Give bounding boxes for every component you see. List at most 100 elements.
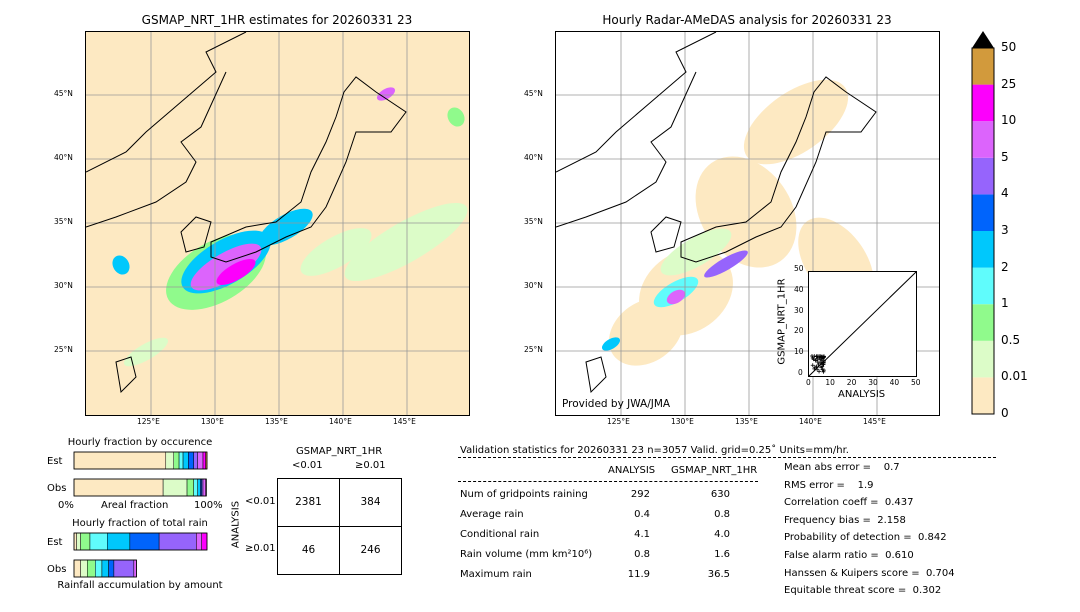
lon-tick-label: 130°E — [201, 417, 224, 426]
lon-tick-label: 145°E — [863, 417, 886, 426]
score-line: Probability of detection = 0.842 — [784, 532, 947, 544]
cell-miss: 46 — [277, 526, 340, 575]
rain-est-segment — [158, 532, 197, 551]
lat-tick-label: 45°N — [54, 89, 73, 98]
stat-analysis-value: 4.1 — [634, 529, 650, 540]
occ-est-segment — [182, 451, 189, 470]
occurrence-title: Hourly fraction by occurence — [67, 437, 213, 448]
lon-tick-label: 140°E — [329, 417, 352, 426]
scatter-point — [817, 369, 822, 374]
stat-analysis-value: 0.4 — [634, 509, 650, 520]
lat-tick-label: 45°N — [524, 89, 543, 98]
left-map-canvas — [86, 32, 469, 415]
colorbar-segment — [972, 304, 994, 341]
stat-label: Rain volume (mm km²10⁶) — [460, 549, 593, 560]
colorbar-segment — [972, 267, 994, 305]
scatter-point — [818, 361, 823, 366]
rain-area — [608, 298, 684, 366]
inset-ytick: 0 — [798, 368, 803, 377]
rain-est-segment — [80, 532, 91, 551]
rain-xlabel: Rainfall accumulation by amount — [57, 580, 223, 591]
occ-xmax: 100% — [194, 500, 223, 511]
stat-analysis-value: 0.8 — [634, 549, 650, 560]
rain-area — [112, 255, 130, 275]
inset-ytick: 40 — [794, 284, 804, 294]
rain-obs-segment — [101, 559, 109, 578]
occ-obs-label: Obs — [47, 483, 67, 494]
lon-tick-label: 125°E — [607, 417, 630, 426]
rain-obs-segment — [80, 559, 88, 578]
divider — [458, 481, 758, 482]
colorbar-segment — [972, 157, 994, 195]
rain-obs-segment — [87, 559, 96, 578]
lat-tick-label: 40°N — [54, 153, 73, 162]
occ-xmin: 0% — [58, 500, 74, 511]
stat-gsmap-value: 630 — [710, 489, 730, 500]
rain-area — [376, 87, 396, 101]
score-line: Hanssen & Kuipers score = 0.704 — [784, 567, 955, 579]
stat-gsmap-value: 0.8 — [714, 509, 730, 520]
lat-tick-label: 35°N — [524, 217, 543, 226]
inset-xtick: 10 — [825, 378, 835, 387]
inset-ytick: 10 — [794, 347, 804, 357]
stat-gsmap-value: 36.5 — [707, 569, 730, 580]
colorbar-segment — [972, 231, 994, 268]
cell-correct-negative: 2381 — [277, 478, 340, 527]
stat-analysis-value: 11.9 — [627, 569, 650, 580]
stat-analysis-value: 292 — [630, 489, 650, 500]
occ-obs-segment — [162, 478, 188, 497]
occ-est-segment — [193, 451, 198, 470]
rain-obs-segment — [108, 559, 115, 578]
colorbar-extend-arrow — [972, 31, 994, 48]
stat-label: Num of gridpoints raining — [460, 489, 588, 500]
scatter-point — [821, 362, 826, 367]
rain-area — [666, 289, 686, 305]
cell-hit: 246 — [339, 526, 402, 575]
rain-area — [259, 208, 313, 246]
inset-ytick: 20 — [794, 326, 804, 336]
score-line: False alarm ratio = 0.610 — [784, 550, 914, 561]
row-label-lt: <0.01 — [245, 496, 276, 507]
colorbar-tick-label: 5 — [1001, 149, 1009, 164]
lat-tick-label: 30°N — [54, 281, 73, 290]
rain-est-segment — [76, 532, 81, 551]
colorbar-segment — [972, 121, 994, 158]
rain-obs-segment-frame — [73, 559, 137, 578]
lon-tick-label: 145°E — [393, 417, 416, 426]
occ-obs-segment — [193, 478, 198, 497]
stat-gsmap-value: 4.0 — [714, 529, 730, 540]
right-map-title: Hourly Radar-AMeDAS analysis for 2026033… — [602, 13, 892, 27]
scatter-point — [815, 360, 820, 365]
scatter-point — [810, 363, 815, 368]
colorbar-segment — [972, 48, 994, 85]
total-rain-bars — [73, 532, 208, 578]
col-label-ge: ≥0.01 — [355, 460, 386, 471]
inset-ytick: 50 — [794, 264, 804, 273]
occ-obs-segment — [202, 478, 206, 497]
colorbar-tick-label: 25 — [1001, 76, 1017, 91]
lon-tick-label: 135°E — [265, 417, 288, 426]
lon-tick-label: 125°E — [137, 417, 160, 426]
colorbar-segment — [972, 340, 994, 378]
scatter-point — [821, 355, 826, 360]
colorbar-tick-label: 1 — [1001, 296, 1009, 311]
scatter-point — [818, 357, 823, 362]
inset-ylabel: GSMAP_NRT_1HR — [776, 278, 788, 365]
cell-false-alarm: 384 — [339, 478, 402, 527]
rain-est-segment — [196, 532, 202, 551]
left-map — [85, 31, 470, 416]
occ-est-label: Est — [47, 456, 63, 467]
rain-obs-segment — [95, 559, 103, 578]
rain-area — [300, 228, 372, 276]
colorbar-tick-label: 3 — [1001, 223, 1009, 237]
diagonal-line — [809, 272, 916, 376]
colorbar — [971, 31, 995, 415]
rain-area — [743, 79, 849, 165]
rain-obs-label: Obs — [47, 564, 67, 575]
occ-est-segment-frame — [73, 451, 208, 470]
credit-text: Provided by JWA/JMA — [562, 398, 671, 410]
occ-xlabel: Areal fraction — [101, 500, 169, 511]
inset-scatter-canvas — [809, 272, 916, 376]
lat-tick-label: 35°N — [54, 217, 73, 226]
inset-scatter — [808, 271, 917, 377]
